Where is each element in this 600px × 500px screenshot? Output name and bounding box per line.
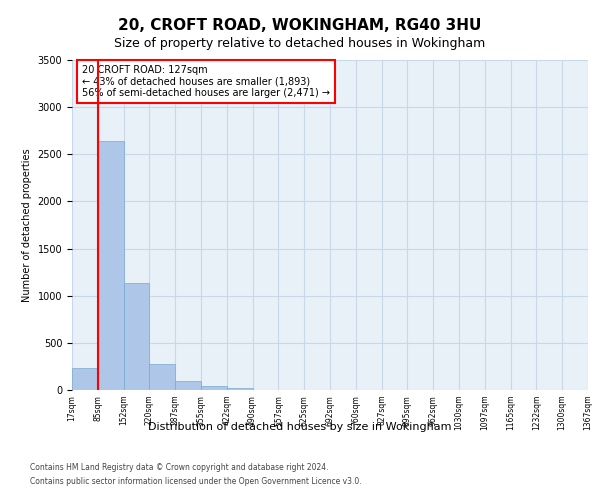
Text: 20, CROFT ROAD, WOKINGHAM, RG40 3HU: 20, CROFT ROAD, WOKINGHAM, RG40 3HU bbox=[118, 18, 482, 32]
Bar bbox=[149, 364, 175, 390]
Text: Distribution of detached houses by size in Wokingham: Distribution of detached houses by size … bbox=[148, 422, 452, 432]
Bar bbox=[175, 380, 201, 390]
Bar bbox=[227, 388, 253, 390]
Text: Contains public sector information licensed under the Open Government Licence v3: Contains public sector information licen… bbox=[30, 478, 362, 486]
Y-axis label: Number of detached properties: Number of detached properties bbox=[22, 148, 32, 302]
Bar bbox=[72, 368, 98, 390]
Text: Size of property relative to detached houses in Wokingham: Size of property relative to detached ho… bbox=[115, 38, 485, 51]
Bar bbox=[124, 284, 149, 390]
Bar bbox=[98, 141, 124, 390]
Text: Contains HM Land Registry data © Crown copyright and database right 2024.: Contains HM Land Registry data © Crown c… bbox=[30, 462, 329, 471]
Text: 20 CROFT ROAD: 127sqm
← 43% of detached houses are smaller (1,893)
56% of semi-d: 20 CROFT ROAD: 127sqm ← 43% of detached … bbox=[82, 65, 331, 98]
Bar bbox=[201, 386, 227, 390]
